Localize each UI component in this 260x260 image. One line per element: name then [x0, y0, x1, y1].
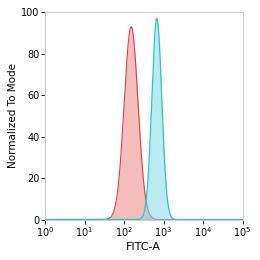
Y-axis label: Normalized To Mode: Normalized To Mode	[8, 63, 18, 168]
X-axis label: FITC-A: FITC-A	[126, 242, 161, 252]
